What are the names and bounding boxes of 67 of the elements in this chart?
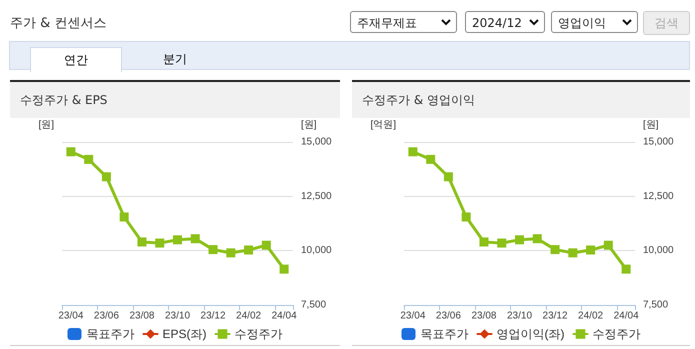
point <box>532 234 542 244</box>
point <box>226 248 236 258</box>
x-tick-label: 23/04 <box>58 310 84 322</box>
x-tick-label: 23/08 <box>471 310 497 322</box>
x-tick-label: 23/12 <box>200 310 226 322</box>
x-tick-label: 24/04 <box>614 310 640 322</box>
y2-tick-label: 7,500 <box>301 300 326 310</box>
point <box>244 246 254 255</box>
point <box>280 264 289 274</box>
point <box>190 234 200 244</box>
point <box>550 245 560 254</box>
legend-label: EPS(좌) <box>162 327 207 341</box>
text: 2024/12 <box>472 16 522 30</box>
y2-tick-label: 12,500 <box>301 190 332 202</box>
y2-axis-title: [원] <box>301 120 317 130</box>
legend-label: 영업이익(좌) <box>496 327 565 341</box>
point <box>84 154 94 164</box>
y2-tick-label: 15,000 <box>643 136 674 148</box>
x-tick-label: 24/04 <box>272 310 298 322</box>
text: 주가 & 컨센서스 <box>10 15 106 32</box>
x-tick-label: 23/06 <box>94 310 120 322</box>
legend-label: 목표주가 <box>420 327 469 341</box>
text: 검색 <box>643 11 690 35</box>
y2-tick-label: 10,000 <box>301 245 332 256</box>
y2-tick-label: 12,500 <box>643 190 674 202</box>
point <box>497 238 506 248</box>
y2-tick-label: 15,000 <box>301 136 332 148</box>
text: 분기 <box>162 51 188 68</box>
chart-title: 수정주가 & 영업이익 <box>352 82 690 118</box>
y2-tick-label: 7,500 <box>643 300 668 310</box>
point <box>102 172 111 182</box>
point <box>515 235 524 244</box>
x-tick-label: 23/08 <box>129 310 155 322</box>
x-tick-label: 23/12 <box>542 310 568 322</box>
point <box>426 154 436 164</box>
point <box>120 212 129 222</box>
point <box>479 237 488 246</box>
x-tick-label: 23/04 <box>400 310 426 322</box>
y2-axis-title: [원] <box>643 120 659 130</box>
point <box>137 237 146 246</box>
y-axis-title: [원] <box>38 120 54 130</box>
legend-label: 목표주가 <box>86 327 134 341</box>
point <box>208 245 218 254</box>
point <box>604 240 613 250</box>
x-tick-label: 23/06 <box>436 310 462 322</box>
x-tick-label: 23/10 <box>506 310 532 322</box>
x-tick-label: 24/02 <box>236 310 262 322</box>
point <box>462 212 471 222</box>
legend-label: 수정주가 <box>234 327 282 341</box>
point <box>173 235 182 244</box>
point <box>408 147 418 156</box>
y-axis-title: [억원] <box>370 120 396 130</box>
text: 영업이익 <box>558 16 606 30</box>
point <box>568 248 578 258</box>
point <box>622 264 631 274</box>
legend-label: 수정주가 <box>592 327 640 341</box>
point <box>155 238 164 248</box>
y2-tick-label: 10,000 <box>643 245 674 256</box>
x-tick-label: 23/10 <box>164 310 190 322</box>
point <box>586 246 596 255</box>
chart-title: 수정주가 & EPS <box>10 82 340 118</box>
text: 연간 <box>30 47 122 72</box>
text: 주재무제표 <box>357 16 417 30</box>
point <box>262 240 271 250</box>
x-tick-label: 24/02 <box>578 310 604 322</box>
point <box>444 172 453 182</box>
point <box>66 147 76 156</box>
